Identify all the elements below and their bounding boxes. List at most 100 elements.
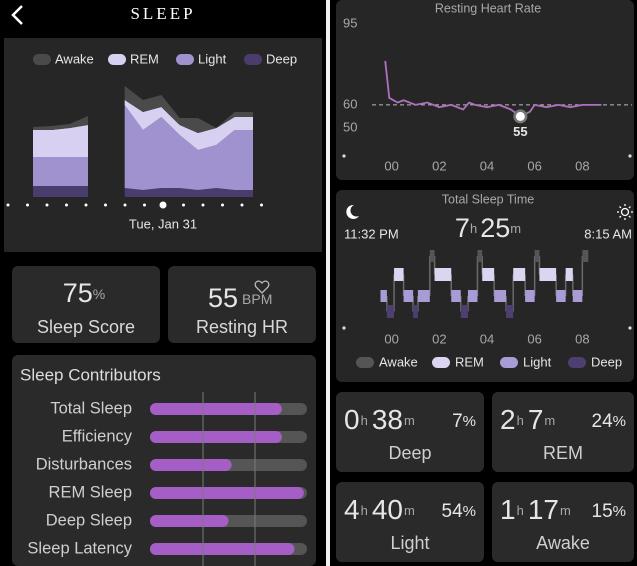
legend-label: Light (523, 354, 552, 369)
stage-tile[interactable] (336, 482, 484, 562)
tile-minutes: 7 (528, 404, 544, 435)
stage-tile[interactable] (492, 392, 634, 472)
hr-chart-card (336, 0, 634, 180)
stage-area (33, 100, 253, 157)
day-dot[interactable] (104, 203, 107, 207)
tile-percent-unit: % (613, 503, 626, 520)
legend-swatch (356, 357, 374, 368)
score-unit: % (93, 286, 105, 302)
stage-segment (413, 305, 418, 318)
hypnogram: 00 02 04 06 08 Awake REM Light Deep (342, 250, 632, 369)
hr-unit: BPM (242, 291, 272, 307)
axis-end (628, 154, 632, 158)
day-dot[interactable] (182, 203, 185, 207)
legend-label: Awake (55, 51, 94, 66)
hr-card[interactable] (168, 266, 316, 343)
tile-hours: 4 (344, 494, 360, 525)
legend-swatch (500, 357, 518, 368)
progress-fill (150, 543, 295, 555)
stage-area (33, 86, 253, 133)
progress-fill (150, 459, 232, 471)
stage-segment (582, 250, 589, 262)
duration-h: h (470, 221, 477, 236)
sun-icon (617, 204, 633, 220)
y-tick-label: 50 (343, 119, 357, 134)
x-tick-label: 02 (432, 331, 446, 346)
legend-label: Deep (266, 51, 297, 66)
axis-end (628, 326, 632, 330)
stage-segment (467, 290, 478, 302)
x-tick-label: 02 (432, 158, 446, 173)
tile-percent-value: 54 (442, 501, 464, 522)
x-tick-label: 08 (575, 158, 589, 173)
stage-segment (394, 268, 404, 281)
stage-segment (477, 250, 483, 262)
stage-area (33, 186, 253, 197)
tile-minutes: 38 (372, 404, 403, 435)
day-dot[interactable] (26, 203, 29, 207)
score-card[interactable] (12, 266, 160, 343)
tile-percent-value: 24 (592, 411, 614, 432)
tile-percent: 15% (592, 501, 626, 522)
day-dot[interactable] (240, 203, 244, 207)
legend-label: Awake (379, 354, 418, 369)
stage-segment (429, 250, 435, 262)
legend-swatch (244, 54, 262, 65)
tile-percent: 7% (452, 411, 476, 432)
axis-end (342, 154, 346, 158)
progress-fill (150, 403, 282, 415)
tile-percent-unit: % (463, 503, 476, 520)
moon-icon (346, 204, 359, 219)
day-dot[interactable] (6, 203, 10, 207)
tile-duration: 4h 40m (344, 494, 415, 525)
duration-hours: 7 (455, 213, 470, 243)
score-label: Sleep Score (37, 317, 135, 337)
stage-tile[interactable] (492, 482, 634, 562)
hr-value: 55 BPM (208, 283, 272, 313)
sleep-start: 11:32 PM (344, 226, 399, 241)
tile-h: h (517, 503, 524, 518)
heart-icon (254, 280, 270, 294)
tile-percent: 24% (592, 411, 626, 432)
day-dot[interactable] (143, 203, 146, 207)
divider (326, 0, 330, 566)
tile-m: m (404, 413, 415, 428)
day-dot[interactable] (260, 203, 263, 207)
day-dot[interactable] (45, 203, 49, 207)
contributor-label: Disturbances (36, 455, 132, 473)
contributor-label: Deep Sleep (46, 511, 132, 529)
tile-label: REM (543, 443, 583, 463)
back-button[interactable] (11, 5, 23, 25)
stage-tile[interactable] (336, 392, 484, 472)
legend-swatch (432, 357, 450, 368)
stage-segment (403, 290, 414, 302)
hr-label: Resting HR (196, 317, 288, 337)
x-tick-label: 04 (480, 331, 494, 346)
day-dot[interactable] (84, 203, 88, 207)
min-label: 55 (513, 124, 527, 139)
hr-line (384, 60, 602, 118)
y-tick-label: 95 (343, 16, 357, 31)
legend-swatch (108, 54, 126, 65)
stage-segment (460, 305, 468, 318)
selected-day[interactable] (159, 201, 167, 209)
tile-m: m (404, 503, 415, 518)
sleep-chart-card (336, 190, 634, 382)
stage-segment (539, 268, 557, 281)
day-dot[interactable] (221, 203, 224, 207)
sleep-end: 8:15 AM (584, 226, 632, 241)
day-dot[interactable] (201, 203, 205, 207)
day-dot[interactable] (65, 203, 68, 207)
tile-label: Deep (388, 443, 431, 463)
x-tick-label: 00 (384, 158, 398, 173)
stages-chart: Awake REM Light Deep (6, 51, 297, 209)
tile-percent-value: 7 (452, 411, 463, 432)
page-title: SLEEP (130, 4, 195, 23)
duration-minutes: 25 (480, 213, 510, 243)
x-tick-label: 08 (575, 331, 589, 346)
min-marker (515, 111, 525, 121)
day-dot[interactable] (123, 203, 127, 207)
tile-m: m (560, 503, 571, 518)
stage-segment (380, 290, 387, 302)
stage-segment (565, 268, 573, 281)
